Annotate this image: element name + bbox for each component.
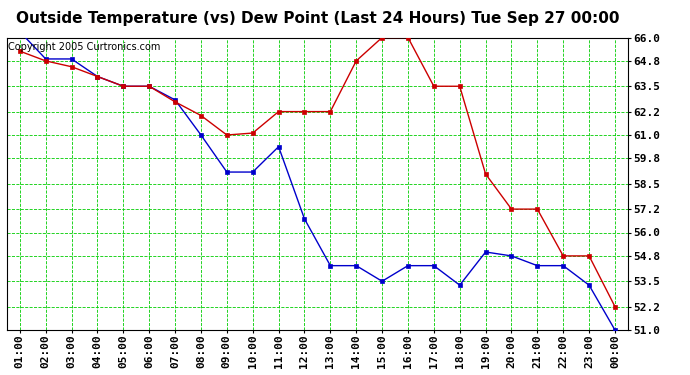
Text: Copyright 2005 Curtronics.com: Copyright 2005 Curtronics.com	[8, 42, 161, 52]
Text: Outside Temperature (vs) Dew Point (Last 24 Hours) Tue Sep 27 00:00: Outside Temperature (vs) Dew Point (Last…	[16, 11, 619, 26]
